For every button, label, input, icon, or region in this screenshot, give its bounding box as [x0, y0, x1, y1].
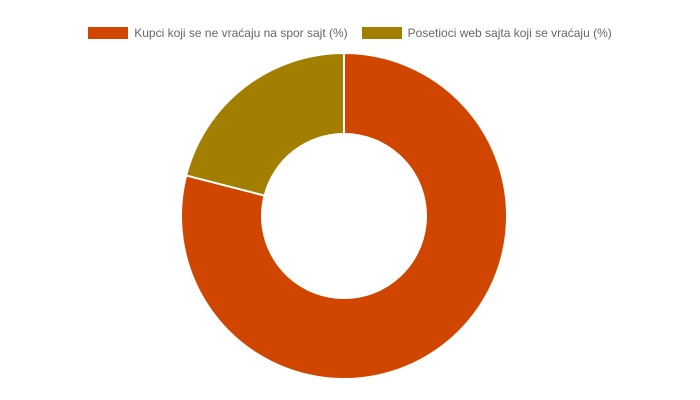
- legend-label-returning-visitors: Posetioci web sajta koji se vraćaju (%): [407, 26, 612, 40]
- slice-non-returning-buyers[interactable]: [180, 51, 508, 380]
- legend-item-returning-visitors[interactable]: Posetioci web sajta koji se vraćaju (%): [361, 26, 612, 40]
- slice-returning-visitors[interactable]: [184, 51, 345, 197]
- legend-label-non-returning-buyers: Kupci koji se ne vraćaju na spor sajt (%…: [134, 26, 348, 40]
- legend-swatch-returning-visitors: [361, 27, 402, 39]
- legend-swatch-non-returning-buyers: [88, 27, 129, 39]
- chart-legend: Kupci koji se ne vraćaju na spor sajt (%…: [0, 26, 700, 40]
- legend-item-non-returning-buyers[interactable]: Kupci koji se ne vraćaju na spor sajt (%…: [88, 26, 348, 40]
